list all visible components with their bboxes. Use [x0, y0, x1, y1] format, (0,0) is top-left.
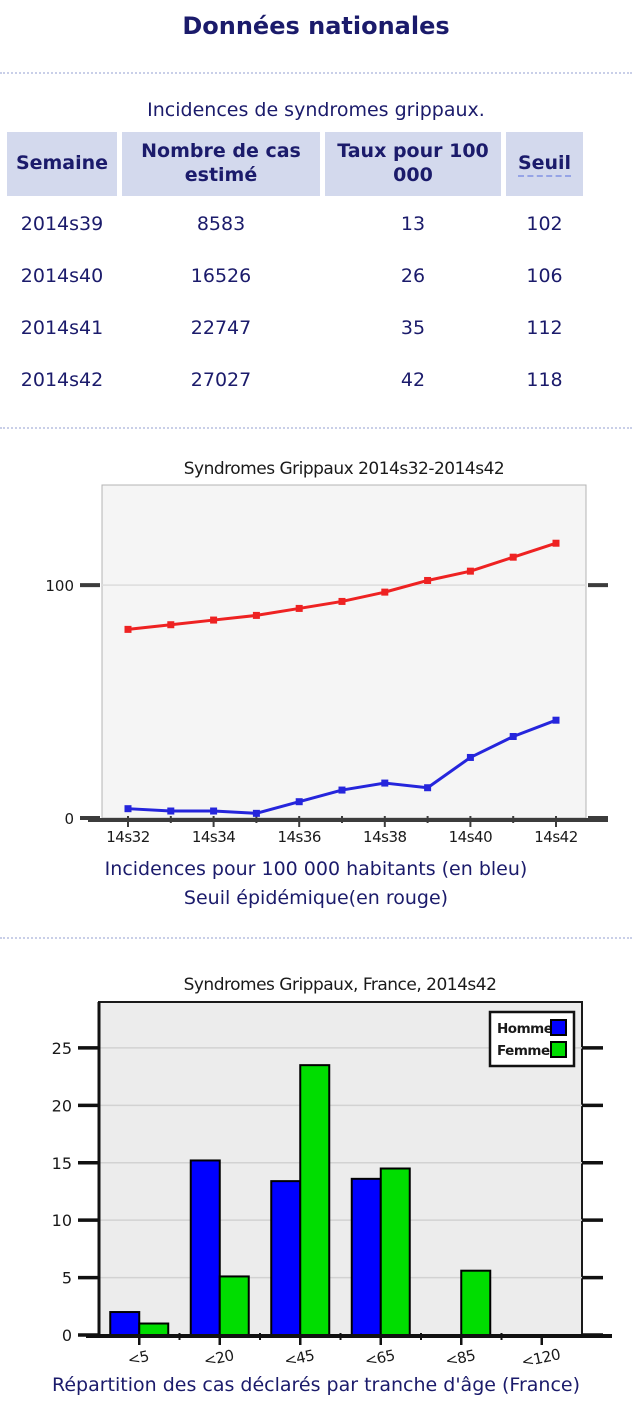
svg-text:25: 25 [52, 1039, 72, 1058]
incidence-table-body: 2014s39 8583 13 102 2014s40 16526 26 106 2014s41… [7, 200, 583, 404]
svg-text:<120: <120 [520, 1345, 562, 1368]
table-cell: 2014s41 [20, 317, 104, 339]
dotted-divider [0, 427, 632, 429]
table-cell: 16526 [190, 265, 252, 287]
table-cell: 2014s40 [20, 265, 104, 287]
header-taux: Taux pour 100 000 [325, 132, 501, 196]
svg-text:<85: <85 [444, 1346, 477, 1368]
table-cell: 106 [526, 265, 563, 287]
svg-text:<20: <20 [202, 1346, 235, 1368]
incidence-table: Semaine Nombre de cas estimé Taux pour 1… [2, 128, 588, 408]
table-row: 2014s41 22747 35 112 [7, 304, 583, 352]
line-chart-caption-blue: Incidences pour 100 000 habitants (en bl… [104, 858, 528, 880]
table-row: 2014s39 8583 13 102 [7, 200, 583, 248]
svg-text:<5: <5 [126, 1347, 150, 1368]
table-cell: 35 [400, 317, 426, 339]
svg-text:Femme: Femme [497, 1043, 550, 1059]
svg-text:0: 0 [62, 1326, 72, 1345]
table-row: 2014s40 16526 26 106 [7, 252, 583, 300]
svg-text:<65: <65 [363, 1346, 396, 1368]
svg-text:10: 10 [52, 1211, 72, 1230]
svg-text:<45: <45 [283, 1346, 316, 1368]
incidence-table-header: Semaine Nombre de cas estimé Taux pour 1… [7, 132, 583, 196]
table-cell: 112 [526, 317, 563, 339]
age-distribution-bar-chart: Syndromes Grippaux, France, 2014s42 0 5 10 1… [52, 975, 612, 1368]
header-seuil: Seuil [506, 132, 583, 196]
svg-text:Homme: Homme [497, 1021, 553, 1037]
svg-text:14s42: 14s42 [534, 828, 578, 846]
table-cell: 26 [400, 265, 426, 287]
svg-text:0: 0 [64, 810, 74, 828]
svg-text:14s36: 14s36 [277, 828, 321, 846]
svg-text:100: 100 [45, 577, 74, 595]
header-nombre-cas: Nombre de cas estimé [122, 132, 320, 196]
svg-text:Syndromes Grippaux 2014s32-201: Syndromes Grippaux 2014s32-2014s42 [184, 459, 504, 479]
dotted-divider [0, 72, 632, 74]
table-cell: 42 [400, 369, 426, 391]
table-cell: 2014s42 [20, 369, 104, 391]
svg-text:Syndromes Grippaux, France, 20: Syndromes Grippaux, France, 2014s42 [184, 975, 497, 995]
table-cell: 13 [400, 213, 426, 235]
seuil-tooltip-link[interactable]: Seuil [517, 152, 572, 178]
incidence-table-caption: Incidences de syndromes grippaux. [147, 99, 485, 121]
header-semaine: Semaine [7, 132, 117, 196]
table-cell: 102 [526, 213, 563, 235]
table-cell: 8583 [196, 213, 246, 235]
svg-text:15: 15 [52, 1154, 72, 1173]
svg-text:5: 5 [62, 1269, 72, 1288]
table-cell: 22747 [190, 317, 252, 339]
table-row: 2014s42 27027 42 118 [7, 356, 583, 404]
page-title: Données nationales [182, 12, 450, 40]
svg-text:14s40: 14s40 [449, 828, 493, 846]
svg-text:14s32: 14s32 [106, 828, 150, 846]
svg-text:20: 20 [52, 1096, 72, 1115]
bar-chart-caption: Répartition des cas déclarés par tranche… [51, 1374, 580, 1396]
svg-text:14s34: 14s34 [192, 828, 236, 846]
line-chart-caption-red: Seuil épidémique(en rouge) [183, 887, 449, 909]
table-cell: 2014s39 [20, 213, 104, 235]
table-cell: 27027 [190, 369, 252, 391]
incidence-line-chart: Syndromes Grippaux 2014s32-2014s42 0 100 14… [45, 459, 608, 846]
dotted-divider [0, 937, 632, 939]
svg-text:14s38: 14s38 [363, 828, 407, 846]
table-cell: 118 [526, 369, 563, 391]
